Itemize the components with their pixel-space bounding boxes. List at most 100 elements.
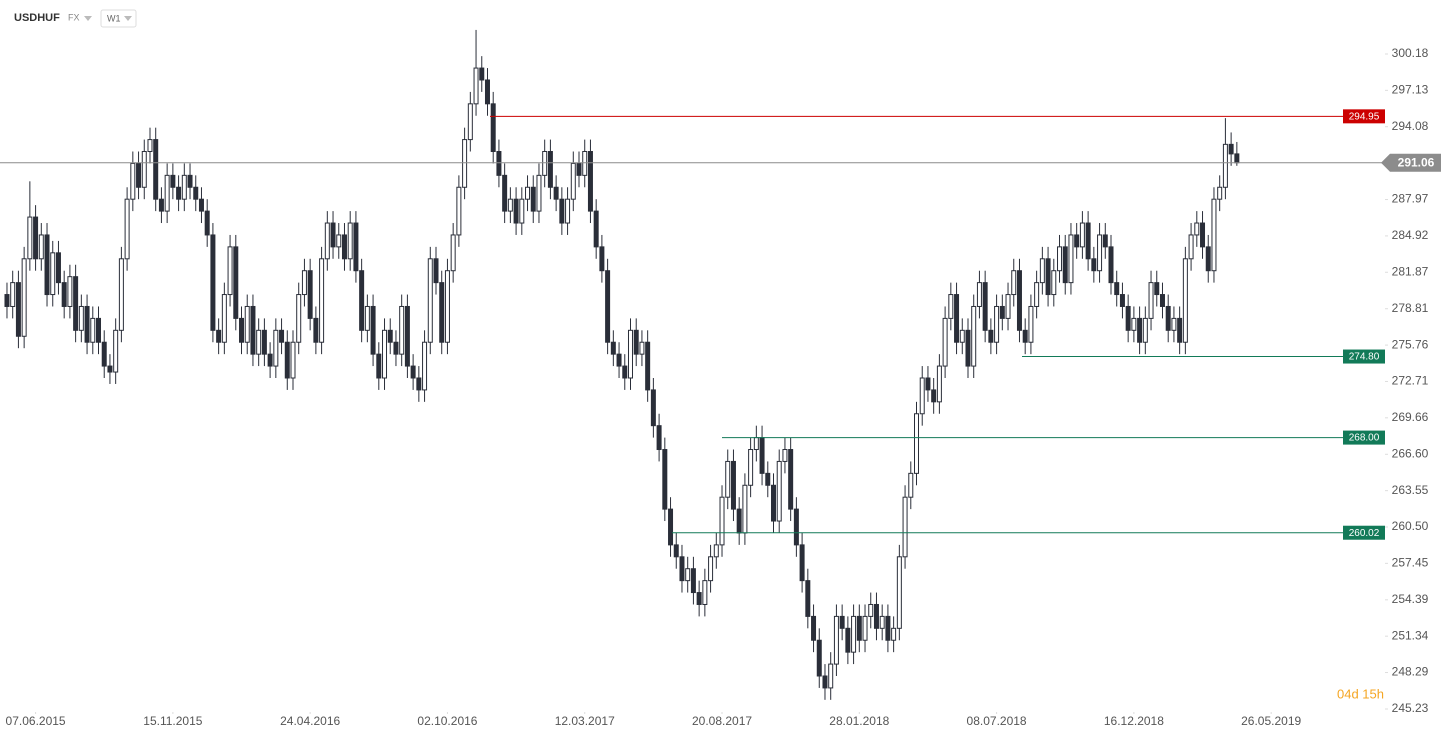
candle-body <box>193 186 199 200</box>
candle-body <box>1034 282 1040 307</box>
market[interactable]: FX <box>68 12 80 22</box>
candle-body <box>530 186 536 212</box>
candle-body <box>55 252 61 284</box>
candle-body <box>908 472 914 498</box>
y-tick-label: 260.50 <box>1392 519 1429 533</box>
candle-body <box>181 174 187 200</box>
candle-body <box>1085 222 1091 260</box>
candle-body <box>427 258 433 343</box>
candle-body <box>364 305 370 331</box>
candle-body <box>673 544 679 558</box>
candle-body <box>490 103 496 153</box>
y-tick-label: 245.23 <box>1392 701 1429 715</box>
y-tick-label: 278.81 <box>1392 301 1429 315</box>
candle-body <box>1045 258 1051 296</box>
y-tick-label: 254.39 <box>1392 592 1429 606</box>
candle-body <box>679 556 685 582</box>
candle-body <box>256 329 262 355</box>
candle-body <box>239 317 245 343</box>
candle-body <box>416 377 422 391</box>
dropdown-arrow[interactable] <box>124 16 132 21</box>
candle-body <box>565 198 571 224</box>
candle-body <box>198 198 204 212</box>
candle-body <box>1137 317 1143 343</box>
candle-body <box>1131 317 1137 331</box>
candle-body <box>833 615 839 665</box>
candle-body <box>118 258 124 331</box>
candle-body <box>845 627 851 653</box>
candle-body <box>822 675 828 689</box>
x-tick-label: 02.10.2016 <box>417 714 477 728</box>
candle-body <box>1102 234 1108 248</box>
candle-body <box>502 174 508 212</box>
candle-body <box>376 353 382 379</box>
candle-body <box>130 162 136 200</box>
candle-body <box>33 216 39 260</box>
candle-body <box>313 317 319 343</box>
candle-body <box>444 270 450 343</box>
candle-body <box>536 174 542 212</box>
candle-body <box>27 216 33 260</box>
candle-body <box>1079 222 1085 248</box>
candle-body <box>582 151 588 176</box>
candle-body <box>301 270 307 296</box>
candle-body <box>462 139 468 188</box>
candle-body <box>976 282 982 307</box>
candle-body <box>187 174 193 188</box>
candle-body <box>176 186 182 200</box>
candle-body <box>1097 234 1103 272</box>
candle-body <box>839 615 845 629</box>
candle-body <box>982 282 988 331</box>
candle-body <box>1194 222 1200 236</box>
candle-body <box>404 305 410 367</box>
candle-body <box>1057 246 1063 272</box>
dropdown-arrow[interactable] <box>84 16 92 21</box>
candle-body <box>244 305 250 343</box>
candle-body <box>776 460 782 522</box>
candle-body <box>296 294 302 343</box>
candle-body <box>736 508 742 534</box>
candle-body <box>954 294 960 343</box>
interval-box[interactable] <box>100 9 137 28</box>
candle-body <box>570 162 576 200</box>
candle-body <box>793 508 799 546</box>
candle-body <box>936 365 942 403</box>
x-tick-label: 15.11.2015 <box>143 714 202 728</box>
candle-body <box>873 603 879 629</box>
candle-body <box>896 556 902 629</box>
candle-body <box>1016 270 1022 331</box>
candle-body <box>1108 246 1114 284</box>
candle-body <box>1188 234 1194 260</box>
candle-body <box>942 317 948 367</box>
last-price-label: 291.06 <box>1398 155 1435 169</box>
candle-body <box>1051 270 1057 296</box>
candle-body <box>147 139 153 153</box>
candle-body <box>158 198 164 212</box>
candle-body <box>399 305 405 355</box>
candle-body <box>1228 143 1234 155</box>
candle-body <box>78 305 84 331</box>
candle-body <box>1222 143 1228 188</box>
candle-body <box>484 79 490 105</box>
candle-body <box>1234 153 1240 164</box>
x-tick-label: 16.12.2018 <box>1104 714 1164 728</box>
candle-body <box>153 139 159 200</box>
candle-body <box>73 276 79 331</box>
y-tick-label: 257.45 <box>1392 556 1429 570</box>
candle-body <box>50 252 56 296</box>
candle-body <box>422 341 428 391</box>
candle-body <box>690 568 696 594</box>
candle-body <box>931 389 937 403</box>
candle-body <box>1211 198 1217 272</box>
interval[interactable]: W1 <box>107 13 121 23</box>
candle-body <box>382 329 388 379</box>
candle-body <box>753 437 759 451</box>
candle-body <box>914 413 920 474</box>
candle-body <box>994 305 1000 343</box>
candle-body <box>473 67 479 105</box>
candle-body <box>21 258 27 337</box>
candle-body <box>393 341 399 355</box>
candle-body <box>856 615 862 641</box>
level-label: 260.02 <box>1349 528 1380 539</box>
candle-body <box>456 186 462 236</box>
